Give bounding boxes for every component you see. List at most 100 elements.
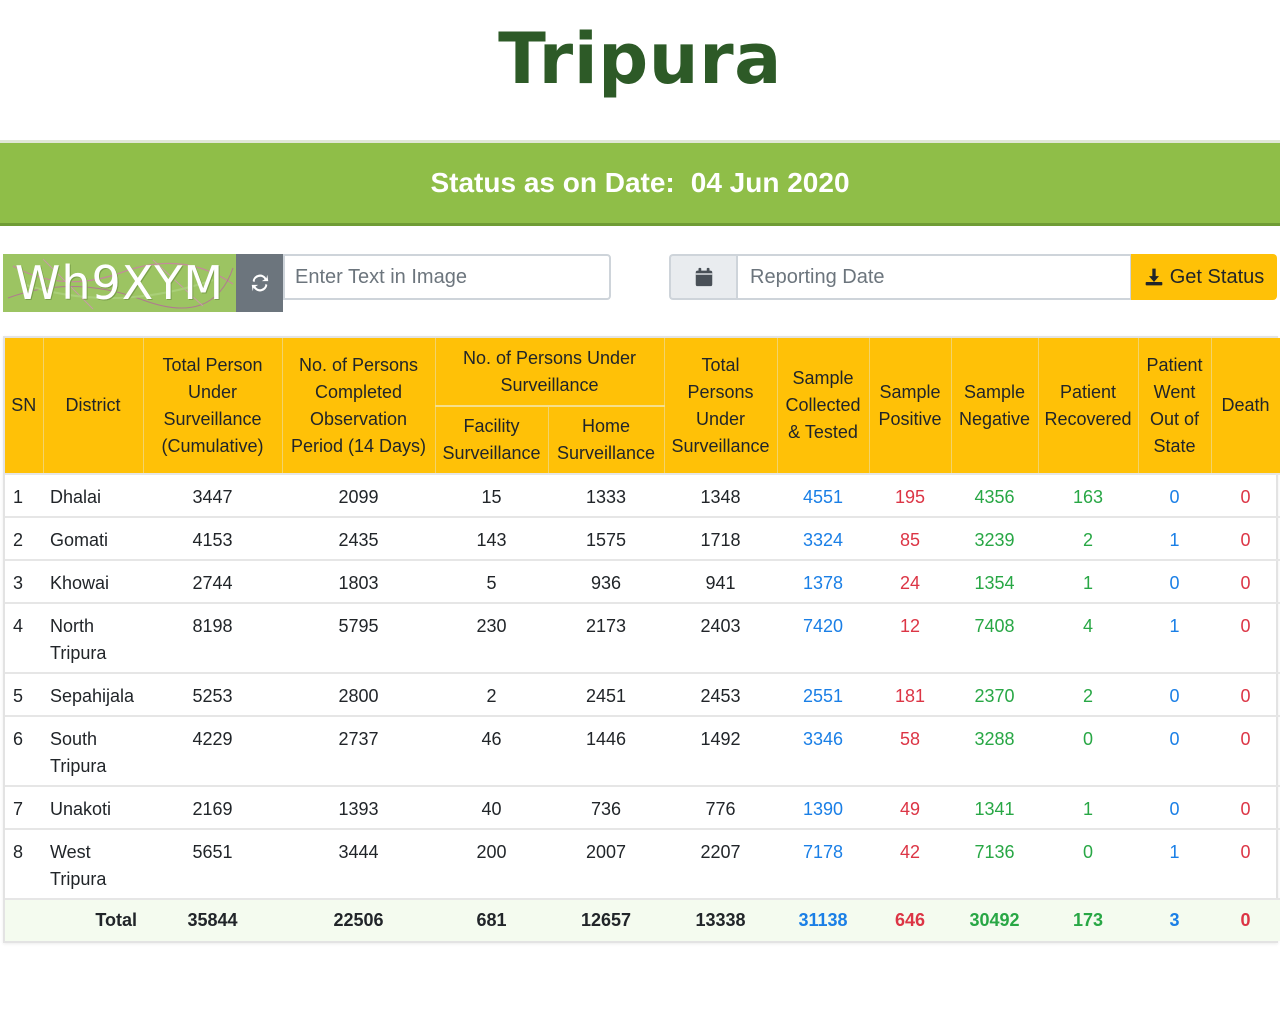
cell-out: 1 [1138,828,1212,899]
cell-facility: 230 [435,602,548,673]
cell-total: 2453 [664,672,778,716]
total-cumulative: 35844 [143,898,282,941]
cell-facility: 46 [435,715,548,786]
captcha-text: Wh9XYM [14,256,225,310]
cell-total: 2207 [664,828,778,899]
cell-death: 0 [1211,785,1280,829]
cell-district: Unakoti [43,785,143,829]
total-total: 13338 [664,898,778,941]
cell-facility: 200 [435,828,548,899]
cell-facility: 40 [435,785,548,829]
cell-district: West Tripura [43,828,143,899]
cell-death: 0 [1211,672,1280,716]
cell-cumulative: 2169 [143,785,282,829]
cell-collected: 4551 [777,473,870,517]
cell-cumulative: 4229 [143,715,282,786]
cell-out: 0 [1138,559,1212,603]
calendar-addon[interactable] [669,254,736,300]
cell-collected: 3324 [777,516,870,560]
page-title: Tripura [498,18,782,100]
calendar-icon [695,267,712,287]
cell-collected: 1390 [777,785,870,829]
cell-collected: 2551 [777,672,870,716]
cell-negative: 4356 [951,473,1039,517]
table-row: 2 Gomati 4153 2435 143 1575 1718 3324 85… [5,516,1280,560]
cell-positive: 85 [869,516,952,560]
cell-recovered: 1 [1038,559,1139,603]
status-label: Status as on Date: [430,167,675,198]
cell-negative: 3239 [951,516,1039,560]
cell-recovered: 163 [1038,473,1139,517]
cell-negative: 2370 [951,672,1039,716]
cell-facility: 2 [435,672,548,716]
table-row: 6 South Tripura 4229 2737 46 1446 1492 3… [5,715,1280,786]
cell-total: 941 [664,559,778,603]
captcha-image: Wh9XYM [3,254,236,312]
cell-out: 0 [1138,785,1212,829]
cell-home: 2451 [548,672,665,716]
table-row: 8 West Tripura 5651 3444 200 2007 2207 7… [5,828,1280,899]
cell-death: 0 [1211,715,1280,786]
cell-positive: 42 [869,828,952,899]
download-icon [1145,268,1163,286]
table-row: 7 Unakoti 2169 1393 40 736 776 1390 49 1… [5,785,1280,829]
header-under-surveillance: No. of Persons Under Surveillance [435,338,665,406]
header-district: District [43,338,144,474]
cell-cumulative: 5651 [143,828,282,899]
get-status-label: Get Status [1169,265,1265,288]
cell-completed: 2800 [282,672,435,716]
cell-completed: 2737 [282,715,435,786]
cell-recovered: 4 [1038,602,1139,673]
cell-sn: 3 [5,559,43,603]
cell-facility: 15 [435,473,548,517]
cell-positive: 49 [869,785,952,829]
cell-district: Sepahijala [43,672,143,716]
cell-recovered: 2 [1038,672,1139,716]
header-completed-observation: No. of Persons Completed Observation Per… [282,338,436,474]
get-status-button[interactable]: Get Status [1131,254,1277,300]
cell-home: 1575 [548,516,665,560]
cell-home: 1333 [548,473,665,517]
cell-positive: 181 [869,672,952,716]
total-out: 3 [1138,898,1212,941]
cell-out: 1 [1138,516,1212,560]
cell-positive: 24 [869,559,952,603]
cell-negative: 7136 [951,828,1039,899]
cell-negative: 3288 [951,715,1039,786]
table-row: 3 Khowai 2744 1803 5 936 941 1378 24 135… [5,559,1280,603]
total-completed: 22506 [282,898,435,941]
cell-cumulative: 4153 [143,516,282,560]
cell-completed: 2435 [282,516,435,560]
refresh-icon [251,274,268,292]
cell-facility: 143 [435,516,548,560]
cell-district: Dhalai [43,473,143,517]
table-row: 1 Dhalai 3447 2099 15 1333 1348 4551 195… [5,473,1280,517]
cell-recovered: 0 [1038,715,1139,786]
cell-positive: 12 [869,602,952,673]
cell-collected: 3346 [777,715,870,786]
header-patient-recovered: Patient Recovered [1038,338,1139,474]
cell-cumulative: 3447 [143,473,282,517]
cell-positive: 195 [869,473,952,517]
cell-home: 2007 [548,828,665,899]
total-collected: 31138 [777,898,870,941]
cell-sn: 5 [5,672,43,716]
status-bar: Status as on Date: 04 Jun 2020 [0,140,1280,226]
cell-negative: 1341 [951,785,1039,829]
cell-sn: 1 [5,473,43,517]
cell-death: 0 [1211,602,1280,673]
cell-out: 0 [1138,672,1212,716]
cell-sn: 6 [5,715,43,786]
cell-cumulative: 8198 [143,602,282,673]
refresh-captcha-button[interactable] [236,254,283,312]
cell-sn: 2 [5,516,43,560]
captcha-input[interactable] [283,254,611,300]
cell-home: 1446 [548,715,665,786]
total-facility: 681 [435,898,548,941]
total-positive: 646 [869,898,952,941]
reporting-date-input[interactable] [736,254,1132,300]
cell-sn: 8 [5,828,43,899]
total-death: 0 [1211,898,1280,941]
cell-sn: 7 [5,785,43,829]
captcha-noise [7,258,234,310]
